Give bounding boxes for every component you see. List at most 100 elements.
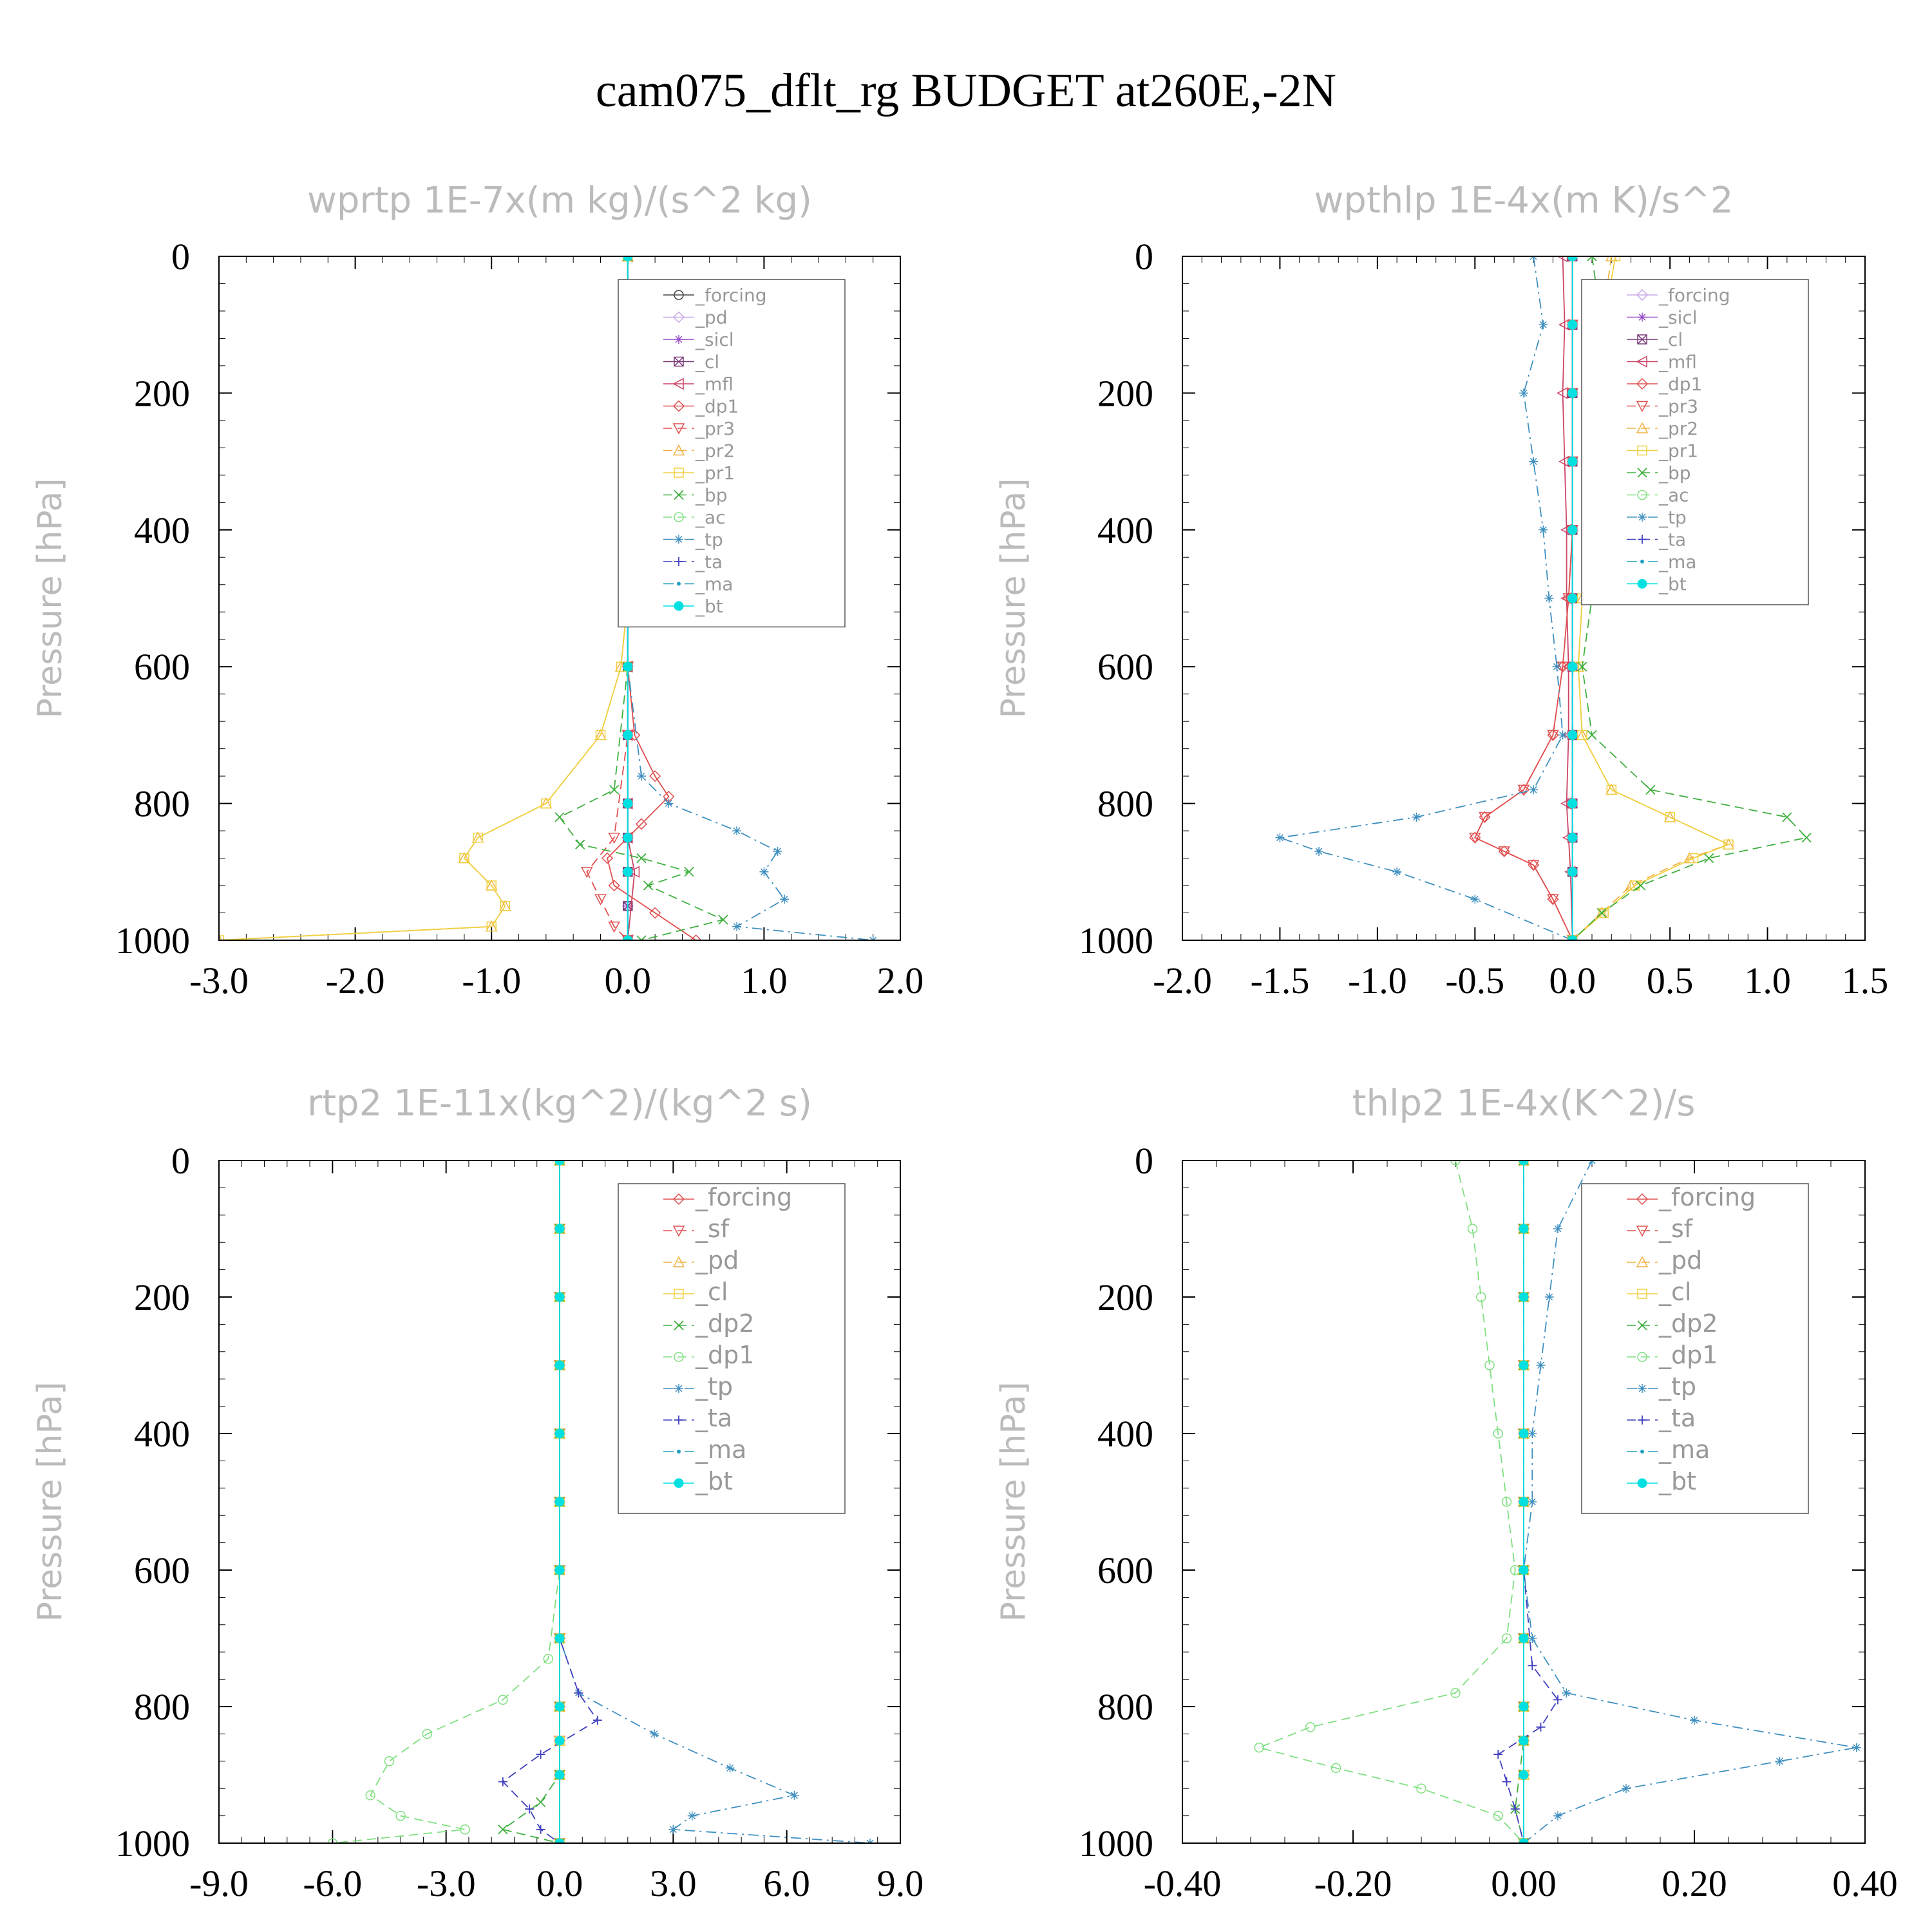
panel-4-legend-item: _dp2 xyxy=(1627,1309,1718,1338)
panel-1-ytick-label: 0 xyxy=(171,236,190,278)
panel-4-legend-label: _sf xyxy=(1658,1215,1694,1243)
panel-3-xtick-label: 9.0 xyxy=(877,1862,924,1904)
panel-1-legend-item: _mfl xyxy=(663,374,734,395)
panel-2-point-bp xyxy=(1645,784,1656,795)
panel-2-legend-label: _sicl xyxy=(1658,307,1698,328)
panel-1-line-pr3 xyxy=(586,256,629,940)
panel-4-legend-marker xyxy=(1636,1193,1649,1206)
panel-1-point-pr1 xyxy=(541,798,551,809)
panel-3-point-ta xyxy=(536,1824,545,1834)
panel-2-point-pr3 xyxy=(1547,894,1559,905)
panel-1-point-bp xyxy=(636,853,647,864)
panel-4-point-ta xyxy=(1553,1695,1562,1705)
panel-1-legend-item: _dp1 xyxy=(663,396,739,417)
panel-1-legend-item: _ta xyxy=(663,551,723,573)
panel-1: wprtp 1E-7x(m kg)/(s^2 kg) Pressure [hPa]… xyxy=(31,180,923,1001)
panel-1-legend-item: _pr2 xyxy=(663,440,735,462)
panel-4-point-bt xyxy=(1519,1428,1529,1439)
panel-4-legend-label: _ta xyxy=(1658,1404,1696,1432)
panel-3-legend-marker xyxy=(674,1384,683,1393)
panel-2-legend-marker xyxy=(1636,355,1647,368)
panel-2-legend-item: _cl xyxy=(1627,329,1683,350)
panel-2-point-pr3 xyxy=(1498,846,1510,858)
panel-3-ylabel: Pressure [hPa] xyxy=(31,1382,70,1622)
panel-3-legend-marker xyxy=(674,1352,684,1362)
panel-2-point-pr1 xyxy=(1577,730,1587,741)
panel-3-point-dp1 xyxy=(395,1810,406,1821)
panel-1-legend: _forcing_pd_sicl_cl_mfl_dp1_pr3_pr2_pr1_… xyxy=(618,279,846,628)
panel-2-legend-item: _dp1 xyxy=(1627,374,1702,395)
panel-1-point-dp1 xyxy=(601,852,614,864)
panel-2-point-bt xyxy=(1567,867,1578,877)
panel-2-legend-label: _ta xyxy=(1658,529,1686,551)
panel-2-point-bt xyxy=(1567,256,1578,261)
panel-2-frame xyxy=(1182,256,1866,941)
panel-1-ytick-label: 800 xyxy=(134,783,190,825)
panel-3-frame xyxy=(218,1160,901,1844)
panel-1-legend-item: _pr3 xyxy=(663,418,735,439)
panel-1-point-mfl xyxy=(628,866,640,878)
panel-4-line-dp1 xyxy=(1257,1160,1524,1843)
panel-2-legend-marker xyxy=(1637,468,1647,478)
panel-3-line-dp2 xyxy=(501,1160,560,1843)
panel-4-legend-item: _tp xyxy=(1627,1372,1696,1401)
panel-4-legend-item: _bt xyxy=(1627,1467,1696,1495)
panel-1-point-bp xyxy=(554,812,565,822)
panel-1-xtick-label: -3.0 xyxy=(189,960,249,1001)
panel-3-legend-item: _bt xyxy=(663,1467,733,1495)
panel-1-title: wprtp 1E-7x(m kg)/(s^2 kg) xyxy=(307,180,812,222)
panel-2-minor-ticks xyxy=(1182,256,1865,940)
panel-3-legend: _forcing _sf _pd _cl _dp2 _dp1 _tp _ta _ma _bt xyxy=(618,1183,846,1514)
panel-3-legend-item: _ta xyxy=(663,1404,732,1432)
panel-1-legend-item: _cl xyxy=(663,352,719,373)
panel-2-ytick-label: 1000 xyxy=(1079,920,1153,961)
panel-1-legend-label: _pr1 xyxy=(695,462,735,484)
panel-2-point-bt xyxy=(1567,799,1578,809)
panel-2-legend-item: _ta xyxy=(1627,529,1686,551)
panel-2-point-bp xyxy=(1801,833,1812,843)
panel-2-point-bp xyxy=(1587,730,1597,741)
panel-1-line-pr2 xyxy=(219,256,629,940)
panel-2-legend-label: _pr3 xyxy=(1658,396,1698,417)
panel-3-legend-marker xyxy=(672,1226,685,1237)
panel-4-point-ta xyxy=(1528,1661,1537,1671)
panel-1-legend-item: _pr1 xyxy=(663,462,735,484)
panel-4-ytick-label: 200 xyxy=(1097,1276,1153,1318)
panel-4-legend-item: _pd xyxy=(1627,1246,1702,1274)
panel-1-point-tp xyxy=(732,922,742,931)
panel-3-legend-marker xyxy=(677,1450,681,1454)
panel-4-ytick-label: 1000 xyxy=(1079,1823,1153,1864)
panel-4-legend-marker xyxy=(1637,1289,1647,1299)
panel-4-point-dp1 xyxy=(1450,1160,1461,1166)
panel-3-ytick-label: 200 xyxy=(134,1276,190,1318)
panel-3-xtick-label: -9.0 xyxy=(189,1862,249,1904)
panel-3-point-ta xyxy=(574,1688,583,1698)
panel-2-point-bt xyxy=(1567,457,1578,467)
panel-1-point-dp1 xyxy=(635,818,648,830)
panel-2-line-mfl xyxy=(1562,256,1573,940)
panel-3-point-dp1 xyxy=(543,1654,554,1664)
panel-4-point-tp xyxy=(1544,1293,1554,1302)
panel-4-point-dp1 xyxy=(1501,1497,1512,1507)
panel-4-legend-label: _ma xyxy=(1658,1435,1710,1464)
panel-4-point-tp xyxy=(1528,1634,1537,1643)
panel-4-point-tp xyxy=(1553,1811,1562,1821)
panel-1-legend-label: _bp xyxy=(695,485,728,506)
panel-2-ytick-label: 800 xyxy=(1097,783,1153,825)
panel-2-xtick-label: 0.5 xyxy=(1647,960,1694,1001)
panel-1-legend-label: _ma xyxy=(695,574,733,595)
panel-4-point-bt xyxy=(1519,1701,1529,1712)
panel-1-xtick-label: -2.0 xyxy=(326,960,385,1001)
panel-3-xtick-label: 0.0 xyxy=(536,1862,583,1904)
panel-4-legend-marker xyxy=(1638,1416,1647,1425)
panel-2-point-pr1 xyxy=(1665,812,1675,822)
panel-3-ytick-label: 400 xyxy=(134,1413,190,1455)
panel-4-point-tp xyxy=(1528,1429,1537,1438)
panel-4-legend-item: _cl xyxy=(1627,1278,1691,1306)
panel-1-legend-label: _sicl xyxy=(695,329,734,350)
panel-3-point-ta xyxy=(536,1750,545,1759)
panel-3-point-bt xyxy=(554,1497,565,1507)
panel-4-point-tp xyxy=(1528,1497,1537,1506)
panel-1-series-pr2 xyxy=(219,256,634,940)
